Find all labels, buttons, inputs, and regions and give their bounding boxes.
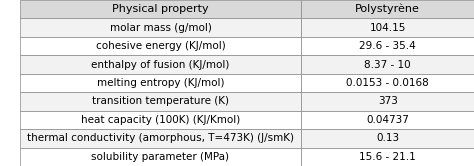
Text: Polystyrène: Polystyrène <box>355 4 420 14</box>
Text: transition temperature (K): transition temperature (K) <box>92 96 229 106</box>
Bar <box>301 37 474 55</box>
Text: 0.0153 - 0.0168: 0.0153 - 0.0168 <box>346 78 429 88</box>
Bar <box>301 92 474 111</box>
Text: enthalpy of fusion (KJ/mol): enthalpy of fusion (KJ/mol) <box>91 60 230 70</box>
Bar <box>19 129 301 148</box>
Text: molar mass (g/mol): molar mass (g/mol) <box>109 23 211 33</box>
Text: melting entropy (KJ/mol): melting entropy (KJ/mol) <box>97 78 224 88</box>
Bar <box>301 18 474 37</box>
Text: Physical property: Physical property <box>112 4 209 14</box>
Text: 0.04737: 0.04737 <box>366 115 409 125</box>
Text: 15.6 - 21.1: 15.6 - 21.1 <box>359 152 416 162</box>
Text: 0.13: 0.13 <box>376 133 399 143</box>
Bar <box>301 74 474 92</box>
Text: solubility parameter (MPa): solubility parameter (MPa) <box>91 152 229 162</box>
Bar <box>19 18 301 37</box>
Text: 8.37 - 10: 8.37 - 10 <box>365 60 411 70</box>
Bar <box>301 0 474 18</box>
Text: thermal conductivity (amorphous, T=473K) (J/smK): thermal conductivity (amorphous, T=473K)… <box>27 133 294 143</box>
Bar <box>19 111 301 129</box>
Bar <box>19 92 301 111</box>
Bar <box>19 0 301 18</box>
Text: 373: 373 <box>378 96 398 106</box>
Bar <box>301 129 474 148</box>
Bar <box>19 148 301 166</box>
Bar <box>19 74 301 92</box>
Text: heat capacity (100K) (KJ/Kmol): heat capacity (100K) (KJ/Kmol) <box>81 115 240 125</box>
Bar <box>301 148 474 166</box>
Text: 104.15: 104.15 <box>369 23 406 33</box>
Bar <box>19 37 301 55</box>
Bar <box>301 111 474 129</box>
Text: cohesive energy (KJ/mol): cohesive energy (KJ/mol) <box>96 41 225 51</box>
Bar <box>19 55 301 74</box>
Text: 29.6 - 35.4: 29.6 - 35.4 <box>359 41 416 51</box>
Bar <box>301 55 474 74</box>
